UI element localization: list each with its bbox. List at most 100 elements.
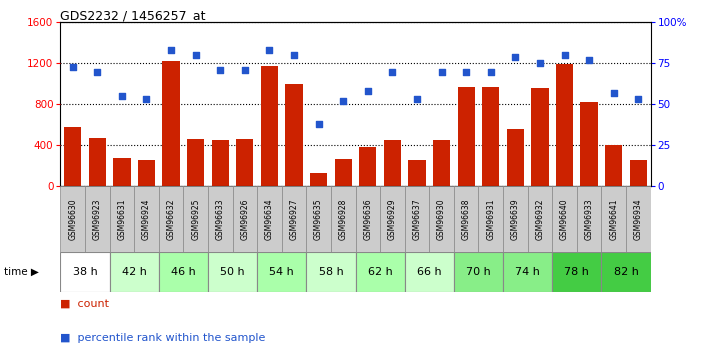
Text: 58 h: 58 h [319,267,343,277]
Text: GSM96926: GSM96926 [240,198,250,240]
Bar [602,252,651,292]
Bar [64,127,81,186]
Text: GSM96931: GSM96931 [486,198,496,240]
Text: GDS2232 / 1456257_at: GDS2232 / 1456257_at [60,9,206,22]
Point [166,48,177,53]
Text: 82 h: 82 h [614,267,638,277]
Bar [405,252,454,292]
Point [116,93,127,99]
Bar [577,186,602,252]
Point [584,57,595,63]
Text: 70 h: 70 h [466,267,491,277]
Bar [454,252,503,292]
Bar [429,186,454,252]
Bar [232,186,257,252]
Bar [159,186,183,252]
Point [141,97,152,102]
Bar [552,186,577,252]
Bar [458,87,475,186]
Text: GSM96641: GSM96641 [609,198,618,240]
Point [313,121,324,127]
Text: GSM96929: GSM96929 [388,198,397,240]
Point [92,69,103,74]
Bar [109,186,134,252]
Point [190,52,201,58]
Point [461,69,472,74]
Bar [310,173,327,186]
Bar [208,252,257,292]
Bar [356,252,405,292]
Text: GSM96934: GSM96934 [634,198,643,240]
Bar [113,158,131,186]
Bar [306,186,331,252]
Point [67,64,78,69]
Text: 74 h: 74 h [515,267,540,277]
Bar [380,186,405,252]
Bar [257,252,306,292]
Point [387,69,398,74]
Bar [85,186,109,252]
Bar [187,139,204,186]
Point [608,90,619,96]
Point [289,52,300,58]
Bar [408,160,426,186]
Bar [454,186,479,252]
Bar [212,140,229,186]
Bar [433,140,450,186]
Bar [552,252,602,292]
Text: GSM96930: GSM96930 [437,198,446,240]
Text: 50 h: 50 h [220,267,245,277]
Bar [236,139,253,186]
Text: 78 h: 78 h [565,267,589,277]
Bar [605,145,622,186]
Bar [507,129,524,186]
Bar [282,186,306,252]
Bar [109,252,159,292]
Text: 46 h: 46 h [171,267,196,277]
Point [215,67,226,73]
Bar [134,186,159,252]
Bar [163,61,180,186]
Point [436,69,447,74]
Point [633,97,644,102]
Bar [208,186,232,252]
Text: GSM96924: GSM96924 [142,198,151,240]
Bar [630,160,647,186]
Point [362,88,373,94]
Point [264,48,275,53]
Bar [626,186,651,252]
Text: 38 h: 38 h [73,267,97,277]
Text: ■  percentile rank within the sample: ■ percentile rank within the sample [60,333,266,343]
Text: time ▶: time ▶ [4,267,38,277]
Text: GSM96640: GSM96640 [560,198,569,240]
Bar [138,160,155,186]
Text: GSM96927: GSM96927 [289,198,299,240]
Text: GSM96635: GSM96635 [314,198,323,240]
Bar [482,87,499,186]
Bar [503,252,552,292]
Text: GSM96932: GSM96932 [535,198,545,240]
Text: GSM96638: GSM96638 [461,198,471,240]
Bar [159,252,208,292]
Text: GSM96633: GSM96633 [215,198,225,240]
Bar [556,65,573,186]
Text: GSM96634: GSM96634 [265,198,274,240]
Point [485,69,496,74]
Text: 42 h: 42 h [122,267,146,277]
Bar [183,186,208,252]
Text: GSM96630: GSM96630 [68,198,77,240]
Text: 66 h: 66 h [417,267,442,277]
Bar [384,140,401,186]
Bar [479,186,503,252]
Point [411,97,422,102]
Text: ■  count: ■ count [60,298,109,308]
Point [338,98,349,104]
Bar [531,88,548,186]
Bar [331,186,356,252]
Text: GSM96632: GSM96632 [166,198,176,240]
Bar [285,84,303,186]
Bar [261,67,278,186]
Text: GSM96928: GSM96928 [338,198,348,240]
Bar [335,159,352,186]
Bar [580,102,598,186]
